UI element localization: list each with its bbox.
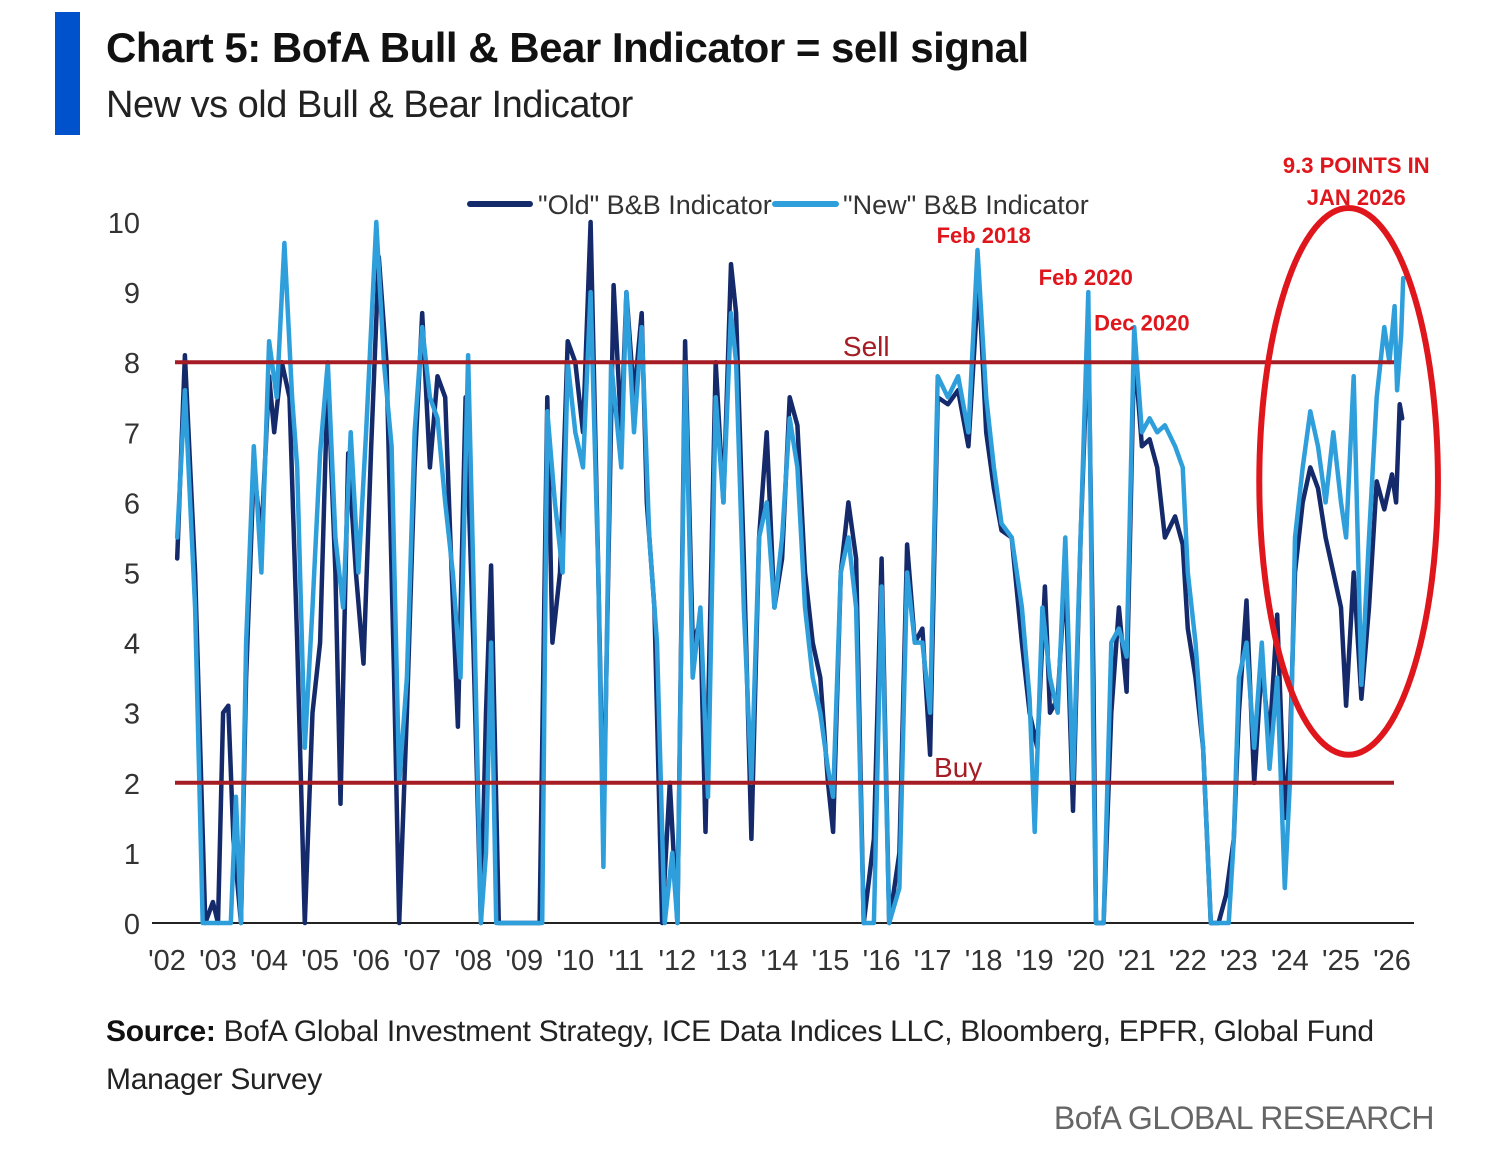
legend-label: "Old" B&B Indicator bbox=[538, 190, 772, 220]
threshold-label-sell: Sell bbox=[843, 331, 890, 362]
annotation-label: 9.3 POINTS IN bbox=[1283, 153, 1430, 178]
title-accent-bar bbox=[55, 12, 80, 135]
series-line-old bbox=[174, 219, 1405, 926]
y-tick-label: 0 bbox=[124, 909, 140, 941]
annotation-label: JAN 2026 bbox=[1307, 185, 1406, 210]
y-tick-label: 6 bbox=[124, 488, 140, 520]
y-tick-label: 2 bbox=[124, 769, 140, 801]
x-tick-label: '08 bbox=[454, 945, 492, 977]
annotation-label: Feb 2020 bbox=[1039, 265, 1133, 290]
x-tick-label: '18 bbox=[965, 945, 1003, 977]
annotation-label: Dec 2020 bbox=[1094, 311, 1189, 336]
footer-brand: BofA GLOBAL RESEARCH bbox=[1053, 1100, 1435, 1136]
x-tick-label: '24 bbox=[1271, 945, 1309, 977]
series-line-new bbox=[174, 219, 1406, 926]
x-tick-label: '12 bbox=[659, 945, 697, 977]
x-tick-label: '13 bbox=[710, 945, 748, 977]
x-tick-label: '15 bbox=[812, 945, 850, 977]
x-tick-label: '04 bbox=[250, 945, 288, 977]
y-tick-label: 8 bbox=[124, 348, 140, 380]
x-tick-label: '14 bbox=[761, 945, 799, 977]
x-tick-label: '03 bbox=[199, 945, 237, 977]
x-tick-label: '07 bbox=[403, 945, 441, 977]
y-tick-label: 4 bbox=[124, 629, 140, 661]
y-tick-label: 10 bbox=[108, 208, 140, 240]
y-tick-label: 1 bbox=[124, 839, 140, 871]
threshold-label-buy: Buy bbox=[934, 752, 982, 783]
chart-title: Chart 5: BofA Bull & Bear Indicator = se… bbox=[106, 24, 1029, 71]
x-tick-label: '17 bbox=[914, 945, 952, 977]
highlight-ellipse bbox=[1256, 204, 1441, 758]
x-tick-label: '19 bbox=[1016, 945, 1054, 977]
source-label: Source: bbox=[106, 1015, 216, 1048]
source-note: Source: BofA Global Investment Strategy,… bbox=[106, 1008, 1396, 1104]
y-tick-label: 3 bbox=[124, 699, 140, 731]
y-tick-label: 7 bbox=[124, 418, 140, 450]
x-tick-label: '22 bbox=[1169, 945, 1207, 977]
x-tick-label: '11 bbox=[609, 945, 645, 977]
x-tick-label: '26 bbox=[1373, 945, 1411, 977]
x-tick-label: '02 bbox=[148, 945, 186, 977]
legend-label: "New" B&B Indicator bbox=[843, 190, 1089, 220]
x-tick-label: '06 bbox=[352, 945, 390, 977]
x-tick-label: '21 bbox=[1118, 945, 1156, 977]
x-tick-label: '10 bbox=[556, 945, 594, 977]
x-tick-label: '20 bbox=[1067, 945, 1105, 977]
chart-subtitle: New vs old Bull & Bear Indicator bbox=[106, 84, 633, 126]
x-tick-label: '05 bbox=[301, 945, 339, 977]
x-tick-label: '16 bbox=[863, 945, 901, 977]
x-tick-label: '23 bbox=[1220, 945, 1258, 977]
y-tick-label: 9 bbox=[124, 278, 140, 310]
x-tick-label: '09 bbox=[505, 945, 543, 977]
y-tick-label: 5 bbox=[124, 559, 140, 591]
source-text: BofA Global Investment Strategy, ICE Dat… bbox=[106, 1015, 1374, 1096]
annotation-label: Feb 2018 bbox=[937, 223, 1031, 248]
x-tick-label: '25 bbox=[1322, 945, 1360, 977]
